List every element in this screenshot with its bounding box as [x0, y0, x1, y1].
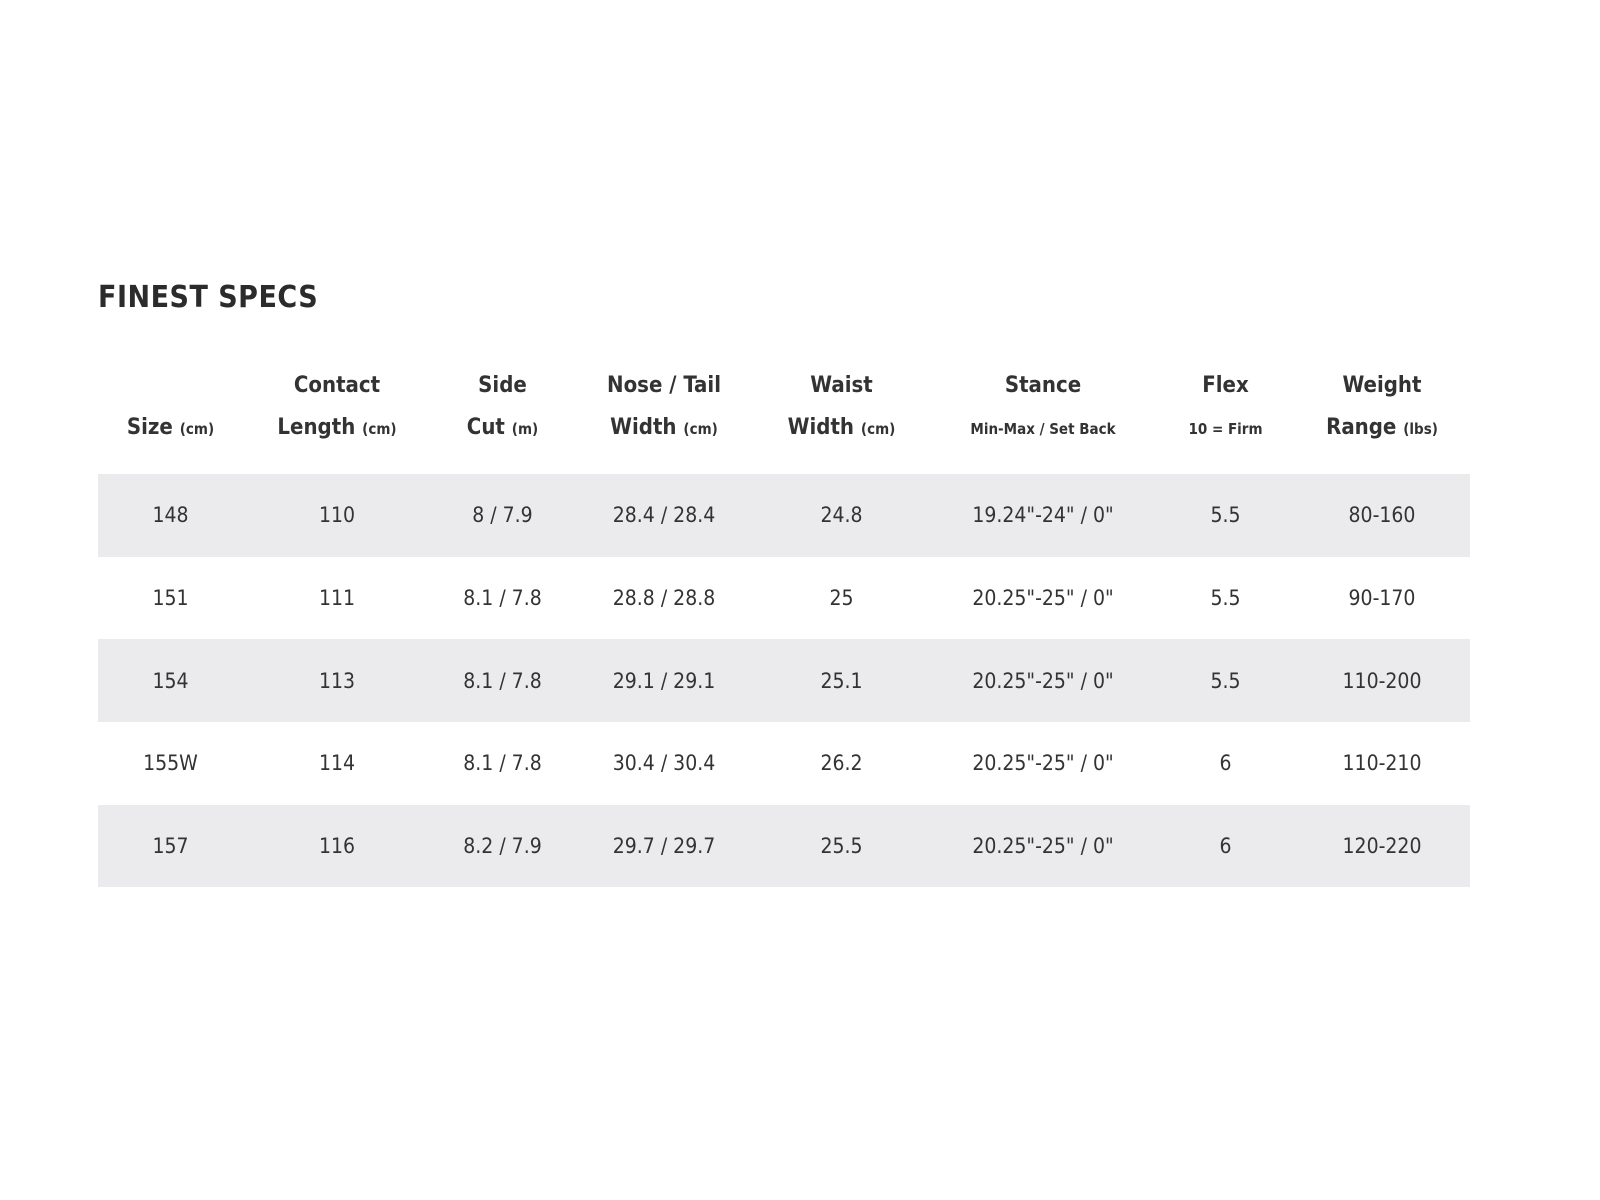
table-cell: 26.2 [820, 751, 863, 776]
table-cell: 28.4 / 28.4 [574, 474, 754, 557]
header-unit: (lbs) [1403, 420, 1438, 438]
table-row: 155W 114 8.1 / 7.8 30.4 / 30.4 26.2 20.25"-25… [98, 722, 1470, 805]
table-cell: 25.1 [754, 639, 929, 723]
table-row: 148 110 8 / 7.9 28.4 / 28.4 24.8 19.24"-24" /… [98, 474, 1470, 557]
table-cell: 6 [1219, 751, 1232, 776]
table-cell: 90-170 [1348, 586, 1416, 611]
table-cell: 8.2 / 7.9 [431, 804, 574, 888]
table-cell: 114 [318, 751, 356, 776]
header-line1: Waist [810, 373, 873, 398]
table-cell: 110-210 [1342, 751, 1422, 776]
table-cell: 155W [143, 751, 198, 776]
header-line2: 10 = Firm [1157, 407, 1294, 450]
header-label: Range [1326, 415, 1397, 440]
header-unit: Min-Max / Set Back [970, 420, 1116, 438]
header-line1 [98, 365, 243, 407]
header-unit: (cm) [683, 420, 718, 438]
table-cell: 111 [318, 586, 356, 611]
table-cell: 120-220 [1294, 804, 1470, 888]
table-cell: 30.4 / 30.4 [612, 751, 716, 776]
column-header: Contact Length (cm) [243, 365, 431, 474]
header-label: Width [787, 415, 855, 440]
table-cell: 157 [98, 804, 243, 888]
table-cell: 20.25"-25" / 0" [972, 751, 1114, 776]
table-cell: 8 / 7.9 [431, 474, 574, 557]
page-title: FINEST SPECS [98, 280, 319, 315]
header-line2: Length (cm) [243, 407, 431, 450]
header-line2: Range (lbs) [1294, 407, 1470, 450]
header-unit: (cm) [860, 420, 896, 438]
header-line2: Width (cm) [574, 407, 754, 450]
table-row: 151 111 8.1 / 7.8 28.8 / 28.8 25 20.25"-25" /… [98, 557, 1470, 640]
table-row: 157 116 8.2 / 7.9 29.7 / 29.7 25.5 20.25"-25"… [98, 804, 1470, 888]
table-cell: 148 [98, 474, 243, 557]
header-line1: Nose / Tail [607, 373, 721, 398]
table-cell: 8.1 / 7.8 [431, 639, 574, 723]
column-header: Size (cm) [98, 365, 243, 474]
table-cell: 5.5 [1210, 586, 1241, 611]
header-unit: (m) [511, 420, 539, 438]
column-header: Side Cut (m) [431, 365, 574, 474]
header-label: Length [277, 415, 356, 440]
table-cell: 8.1 / 7.8 [463, 586, 542, 611]
header-line2: Cut (m) [431, 407, 574, 450]
table-cell: 110-200 [1294, 639, 1470, 723]
table-cell: 29.1 / 29.1 [574, 639, 754, 723]
table-cell: 154 [98, 639, 243, 723]
header-unit: 10 = Firm [1188, 420, 1263, 438]
header-label: Width [610, 415, 677, 440]
column-header: Flex 10 = Firm [1157, 365, 1294, 474]
header-row: Size (cm) Contact Length (cm) Side Cut (m) No… [98, 365, 1470, 474]
table-cell: 25.5 [754, 804, 929, 888]
column-header: Stance Min-Max / Set Back [929, 365, 1157, 474]
header-line1: Flex [1202, 373, 1249, 398]
header-line2: Min-Max / Set Back [929, 407, 1157, 450]
table-cell: 29.7 / 29.7 [574, 804, 754, 888]
header-line1: Weight [1342, 373, 1422, 398]
table-cell: 5.5 [1157, 474, 1294, 557]
column-header: Waist Width (cm) [754, 365, 929, 474]
table-cell: 80-160 [1294, 474, 1470, 557]
header-line1: Stance [1004, 373, 1082, 398]
header-label: Size [126, 415, 173, 440]
header-line2: Width (cm) [754, 407, 929, 450]
table-cell: 20.25"-25" / 0" [929, 639, 1157, 723]
header-unit: (cm) [362, 420, 397, 438]
table-cell: 24.8 [754, 474, 929, 557]
specs-table: Size (cm) Contact Length (cm) Side Cut (m) No… [98, 365, 1470, 888]
header-line1: Side [478, 373, 527, 398]
table-cell: 6 [1157, 804, 1294, 888]
table-cell: 8.1 / 7.8 [463, 751, 542, 776]
header-label: Cut [466, 415, 505, 440]
table-cell: 19.24"-24" / 0" [929, 474, 1157, 557]
table-cell: 110 [243, 474, 431, 557]
table-cell: 5.5 [1157, 639, 1294, 723]
table-cell: 20.25"-25" / 0" [972, 586, 1114, 611]
header-unit: (cm) [179, 420, 215, 438]
table-row: 154 113 8.1 / 7.8 29.1 / 29.1 25.1 20.25"-25"… [98, 639, 1470, 723]
table-cell: 151 [152, 586, 189, 611]
table-cell: 113 [243, 639, 431, 723]
header-line1: Contact [293, 373, 381, 398]
table-cell: 25 [829, 586, 854, 611]
table-cell: 20.25"-25" / 0" [929, 804, 1157, 888]
header-line2: Size (cm) [98, 407, 243, 450]
column-header: Nose / Tail Width (cm) [574, 365, 754, 474]
table-cell: 28.8 / 28.8 [612, 586, 716, 611]
column-header: Weight Range (lbs) [1294, 365, 1470, 474]
table-cell: 116 [243, 804, 431, 888]
